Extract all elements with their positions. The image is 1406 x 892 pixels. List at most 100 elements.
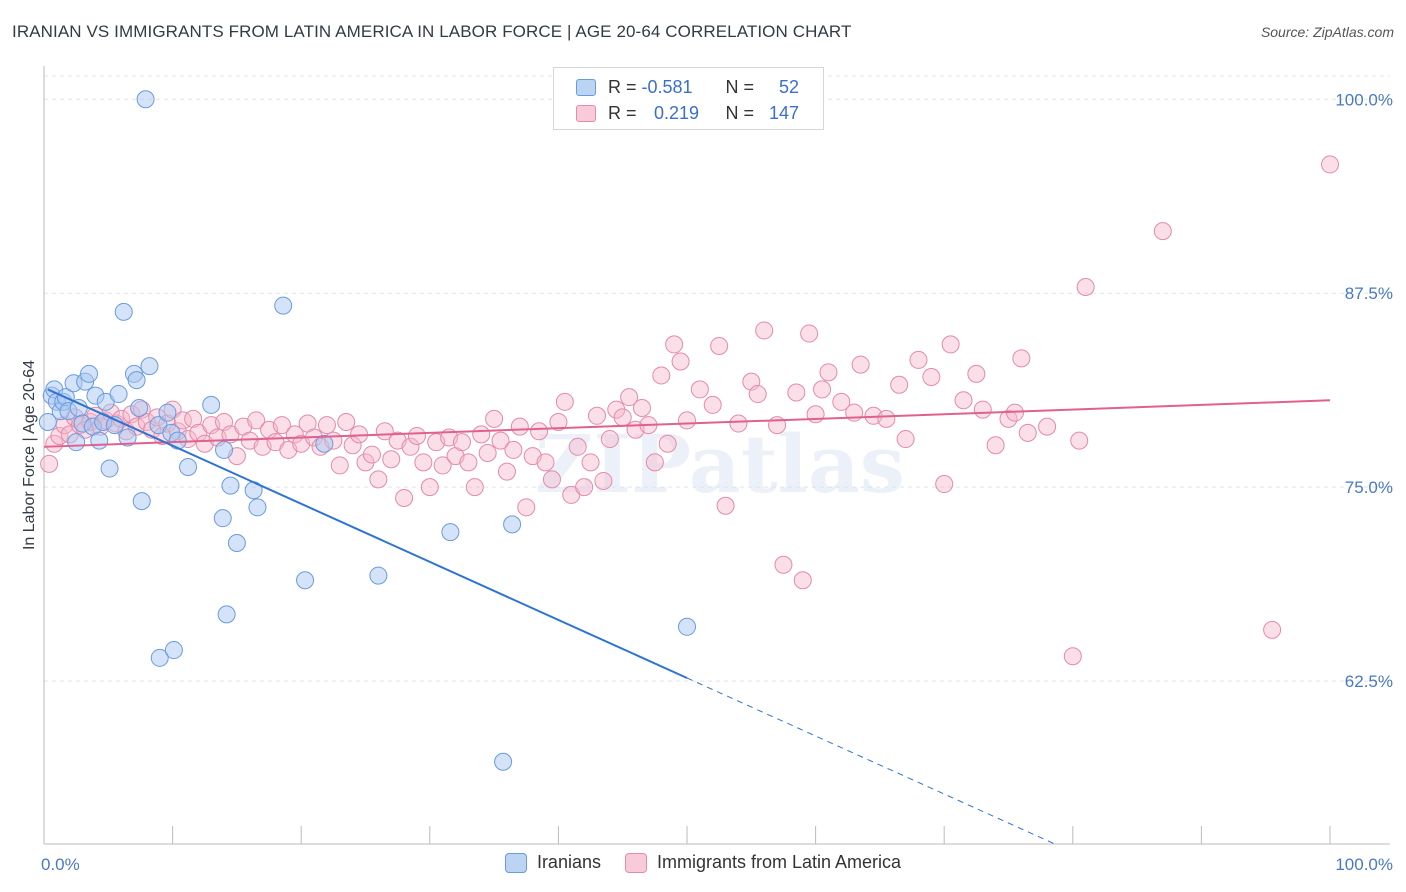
legend-swatch-pink <box>624 852 647 873</box>
data-point-iranians <box>202 395 221 414</box>
data-point-latin-america <box>497 462 516 481</box>
data-point-latin-america <box>478 444 497 463</box>
y-tick-label: 62.5% <box>1345 672 1393 691</box>
data-point-latin-america <box>1076 278 1095 297</box>
data-point-latin-america <box>941 335 960 354</box>
trend-line-latin-america <box>43 399 1331 448</box>
data-point-latin-america <box>317 416 336 435</box>
data-point-latin-america <box>575 478 594 497</box>
legend-label-latin-america: Immigrants from Latin America <box>656 852 902 872</box>
data-point-latin-america <box>395 489 414 508</box>
data-point-latin-america <box>851 355 870 374</box>
trend-lines <box>43 388 1331 845</box>
data-point-latin-america <box>632 399 651 418</box>
watermark: ZIPatlas <box>535 417 905 511</box>
data-point-latin-america <box>1070 431 1089 450</box>
data-point-latin-america <box>819 363 838 382</box>
data-point-iranians <box>296 571 315 590</box>
data-point-latin-america <box>665 335 684 354</box>
stats-legend: R = -0.581 N = 52 R = 0.219 N = 147 <box>553 67 824 130</box>
data-point-iranians <box>315 434 334 453</box>
data-point-latin-america <box>330 456 349 475</box>
legend-swatch-blue <box>576 78 596 96</box>
series-legend: Iranians Immigrants from Latin America <box>0 852 1406 873</box>
data-point-latin-america <box>678 411 696 430</box>
legend-n-value: 147 <box>769 102 800 123</box>
data-point-latin-america <box>530 422 549 441</box>
trend-line-iranians-extension <box>686 677 1056 845</box>
data-point-latin-america <box>896 430 915 449</box>
data-point-latin-america <box>1063 647 1082 666</box>
data-point-latin-america <box>362 445 381 464</box>
data-point-latin-america <box>954 391 973 410</box>
data-point-iranians <box>678 617 696 636</box>
data-point-latin-america <box>1018 423 1037 442</box>
data-point-latin-america <box>1263 620 1282 639</box>
data-point-latin-america <box>967 364 986 383</box>
legend-r-label: R = <box>608 102 637 123</box>
legend-swatch-pink <box>576 104 596 122</box>
data-point-latin-america <box>587 406 606 425</box>
data-point-latin-america <box>909 350 928 369</box>
data-point-iranians <box>90 431 109 450</box>
data-point-latin-america <box>337 412 356 431</box>
data-point-iranians <box>69 399 88 418</box>
data-point-latin-america <box>555 392 574 411</box>
data-point-latin-america <box>800 324 819 343</box>
data-point-latin-america <box>510 417 529 436</box>
data-point-iranians <box>227 534 246 553</box>
legend-item-iranians: Iranians <box>504 852 601 873</box>
legend-item-latin-america: Immigrants from Latin America <box>624 852 902 873</box>
data-point-latin-america <box>594 471 613 490</box>
data-point-iranians <box>217 605 236 624</box>
x-tick-label: 100.0% <box>1335 855 1393 874</box>
data-point-latin-america <box>935 475 954 494</box>
data-point-latin-america <box>1321 155 1339 174</box>
data-point-iranians <box>114 302 133 321</box>
data-point-latin-america <box>247 411 266 430</box>
data-point-iranians <box>109 385 128 404</box>
data-point-iranians <box>215 440 234 459</box>
data-point-latin-america <box>1038 417 1057 436</box>
y-tick-labels: 62.5% 75.0% 87.5% 100.0% <box>1335 90 1393 691</box>
data-point-latin-america <box>1153 222 1172 241</box>
data-point-latin-america <box>517 498 536 517</box>
data-point-iranians <box>248 498 267 517</box>
series-iranians-points <box>38 90 696 771</box>
data-point-latin-america <box>877 409 896 428</box>
data-point-latin-america <box>613 408 632 427</box>
data-point-latin-america <box>890 375 909 394</box>
data-point-latin-america <box>491 431 510 450</box>
data-point-latin-america <box>568 437 587 456</box>
data-point-latin-america <box>542 470 561 489</box>
data-point-iranians <box>179 457 198 476</box>
data-point-iranians <box>494 752 513 771</box>
data-point-latin-america <box>832 392 851 411</box>
data-point-iranians <box>150 648 169 667</box>
data-point-iranians <box>38 412 57 431</box>
data-point-latin-america <box>472 425 491 444</box>
data-point-latin-america <box>787 383 806 402</box>
chart-title: IRANIAN VS IMMIGRANTS FROM LATIN AMERICA… <box>12 22 852 41</box>
data-point-iranians <box>136 90 155 109</box>
legend-r-value: 0.219 <box>654 102 700 123</box>
data-point-latin-america <box>986 436 1005 455</box>
legend-swatch-blue <box>504 852 527 873</box>
x-tick-labels: 0.0% 100.0% <box>41 855 1393 874</box>
data-point-iranians <box>213 509 232 528</box>
gridlines <box>44 75 1390 682</box>
data-point-iranians <box>127 371 146 390</box>
data-point-latin-america <box>716 496 735 515</box>
data-point-latin-america <box>729 414 748 433</box>
data-point-latin-america <box>343 436 362 455</box>
data-point-latin-america <box>774 555 793 574</box>
data-point-latin-america <box>452 433 471 452</box>
data-point-latin-america <box>465 478 484 497</box>
legend-row-latin-america: R = 0.219 N = 147 <box>576 100 799 126</box>
data-point-latin-america <box>549 412 568 431</box>
data-point-iranians <box>132 492 151 511</box>
data-point-iranians <box>100 459 119 478</box>
data-point-latin-america <box>382 450 401 469</box>
data-point-latin-america <box>272 416 291 435</box>
data-point-iranians <box>441 523 460 542</box>
